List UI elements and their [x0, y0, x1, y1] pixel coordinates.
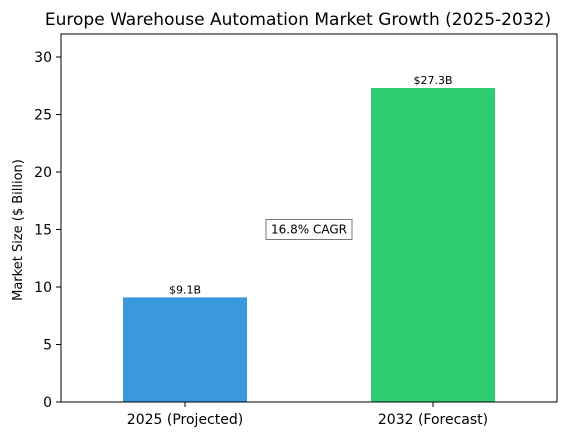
y-tick-label: 20: [34, 165, 52, 181]
x-axis-ticks: 2025 (Projected) 2032 (Forecast): [127, 402, 488, 428]
bar-value-label: $9.1B: [169, 283, 201, 296]
annotation-box: [265, 219, 353, 240]
x-tick-label: 2032 (Forecast): [378, 412, 488, 428]
cagr-annotation: 16.8% CAGR: [265, 219, 353, 240]
y-tick-label: 25: [34, 108, 52, 124]
y-tick-label: 10: [34, 280, 52, 296]
data-labels: $9.1B $27.3B: [169, 74, 453, 296]
y-axis-label: Market Size ($ Billion): [11, 159, 26, 301]
chart-title: Europe Warehouse Automation Market Growt…: [45, 10, 551, 30]
bar-value-label: $27.3B: [413, 74, 452, 87]
y-tick-label: 15: [34, 223, 52, 239]
x-tick-label: 2025 (Projected): [127, 412, 243, 428]
y-axis-ticks: 0 5 10 15 20 25 30: [34, 50, 61, 411]
y-tick-label: 0: [43, 395, 52, 411]
annotation-text: 16.8% CAGR: [271, 223, 347, 237]
bars: [123, 88, 495, 403]
y-tick-label: 5: [43, 338, 52, 354]
plot-frame: [60, 33, 558, 403]
bar: [123, 297, 247, 402]
y-tick-label: 30: [34, 50, 52, 66]
bar: [371, 88, 495, 403]
